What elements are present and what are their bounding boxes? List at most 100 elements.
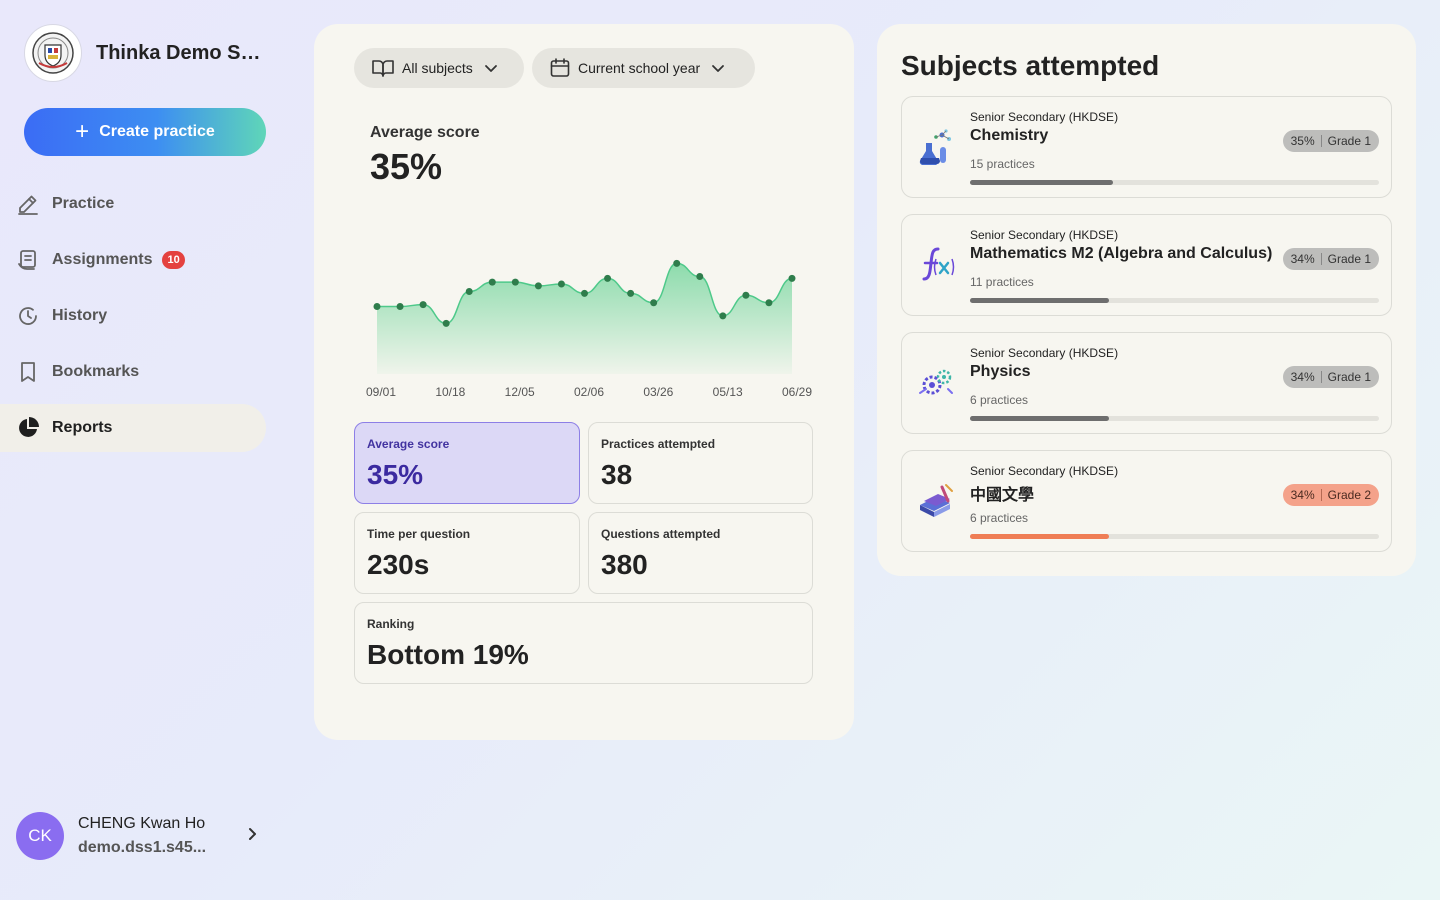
x-tick-label: 12/05 — [505, 385, 535, 399]
subject-name: Mathematics M2 (Algebra and Calculus) — [970, 245, 1273, 262]
physics-gears-icon — [916, 363, 956, 403]
pencil-icon — [16, 192, 40, 216]
subject-filter-value: All subjects — [402, 60, 473, 76]
x-tick-label: 10/18 — [435, 385, 465, 399]
sidebar-item-history[interactable]: History — [0, 292, 266, 340]
bookmark-icon — [16, 360, 40, 384]
subject-card-physics[interactable]: Senior Secondary (HKDSE) Physics 6 pract… — [901, 332, 1392, 434]
user-email: demo.dss1.s45... — [78, 839, 207, 856]
sidebar-item-bookmarks[interactable]: Bookmarks — [0, 348, 266, 396]
chart-point[interactable] — [488, 278, 496, 286]
user-name: CHENG Kwan Ho — [78, 815, 206, 832]
sidebar-item-practice[interactable]: Practice — [0, 180, 266, 228]
books-icon — [916, 481, 956, 521]
x-tick-label: 09/01 — [366, 385, 396, 399]
chart-point[interactable] — [650, 299, 658, 307]
subject-progress-fill — [970, 534, 1110, 539]
chart-point[interactable] — [673, 259, 681, 267]
subject-practice-count: 11 practices — [970, 275, 1034, 289]
subject-grade: Grade 1 — [1327, 252, 1371, 266]
subject-score-badge: 35% Grade 1 — [1282, 130, 1379, 152]
plus-icon: + — [75, 118, 90, 145]
subject-score: 34% — [1290, 488, 1315, 502]
subject-grade: Grade 2 — [1327, 488, 1371, 502]
subject-practice-count: 6 practices — [970, 511, 1029, 525]
chart-point[interactable] — [788, 274, 796, 282]
sidebar-item-label: Bookmarks — [52, 363, 140, 380]
subject-score-badge: 34% Grade 1 — [1282, 248, 1379, 270]
chart-point[interactable] — [581, 289, 588, 297]
assignments-count-badge: 10 — [162, 251, 185, 269]
stat-label: Questions attempted — [601, 527, 721, 541]
stat-label: Average score — [367, 437, 450, 451]
sidebar-item-label: Assignments — [52, 251, 153, 268]
sidebar-item-label: History — [52, 307, 108, 324]
chart-point[interactable] — [627, 289, 635, 297]
book-open-icon — [372, 58, 394, 78]
sidebar-item-assignments[interactable]: Assignments 10 — [0, 236, 266, 284]
user-profile[interactable]: CK CHENG Kwan Ho demo.dss1.s45... — [16, 812, 266, 860]
chart-point[interactable] — [742, 291, 750, 299]
subject-grade: Grade 1 — [1327, 134, 1371, 148]
subject-score-badge: 34% Grade 2 — [1282, 484, 1379, 506]
chart-point[interactable] — [557, 280, 565, 288]
subject-progress-bar — [970, 416, 1379, 421]
school-brand[interactable]: Thinka Demo Secondary School — [24, 24, 266, 82]
subject-level: Senior Secondary (HKDSE) — [970, 346, 1119, 360]
chemistry-flask-icon — [916, 127, 956, 167]
avatar: CK — [16, 812, 64, 860]
subject-level: Senior Secondary (HKDSE) — [970, 110, 1119, 124]
chart-point[interactable] — [719, 312, 727, 320]
x-tick-label: 02/06 — [574, 385, 604, 399]
subject-progress-bar — [970, 298, 1379, 303]
subject-progress-fill — [970, 416, 1110, 421]
chart-point[interactable] — [696, 273, 704, 280]
report-summary-panel: All subjects Current school year Average… — [314, 24, 854, 740]
sidebar-item-label: Reports — [52, 419, 113, 436]
calendar-icon — [550, 58, 570, 78]
chart-point[interactable] — [373, 303, 381, 310]
chart-point[interactable] — [534, 282, 542, 290]
pie-chart-icon — [16, 416, 40, 440]
period-filter-dropdown[interactable]: Current school year — [532, 48, 755, 88]
subject-card-chinese-literature[interactable]: Senior Secondary (HKDSE) 中國文學 6 practice… — [901, 450, 1392, 552]
stat-value: 35% — [367, 459, 424, 490]
stat-card-practices-attempted: Practices attempted 38 — [588, 422, 813, 504]
stat-label: Time per question — [367, 527, 471, 541]
stat-card-questions-attempted: Questions attempted 380 — [588, 512, 813, 594]
assignment-icon — [16, 248, 40, 272]
chart-point[interactable] — [442, 319, 450, 327]
subject-progress-fill — [970, 298, 1110, 303]
chart-point[interactable] — [765, 299, 773, 307]
sidebar-item-reports[interactable]: Reports — [0, 404, 266, 452]
chart-point[interactable] — [465, 288, 473, 295]
subject-filter-dropdown[interactable]: All subjects — [354, 48, 524, 88]
score-area — [377, 263, 792, 374]
stat-value: 380 — [601, 549, 648, 580]
stat-label: Practices attempted — [601, 437, 716, 451]
subject-progress-bar — [970, 534, 1379, 539]
subject-progress-fill — [970, 180, 1114, 185]
subject-card-chemistry[interactable]: Senior Secondary (HKDSE) Chemistry 15 pr… — [901, 96, 1392, 198]
chevron-down-icon — [483, 60, 499, 76]
create-practice-button[interactable]: + Create practice — [24, 108, 266, 156]
chart-point[interactable] — [419, 301, 427, 309]
subject-card-mathematics-m2[interactable]: Senior Secondary (HKDSE) Mathematics M2 … — [901, 214, 1392, 316]
stat-card-ranking: Ranking Bottom 19% — [354, 602, 813, 684]
create-practice-label: Create practice — [99, 123, 215, 140]
subjects-attempted-panel: Subjects attempted Senior Secondary (HKD… — [877, 24, 1416, 576]
subject-practice-count: 15 practices — [970, 157, 1035, 171]
stat-value: 38 — [601, 459, 633, 490]
chart-point[interactable] — [604, 274, 612, 282]
subject-practice-count: 6 practices — [970, 393, 1029, 407]
chart-point[interactable] — [511, 278, 519, 286]
chart-point[interactable] — [396, 303, 404, 310]
math-function-icon — [916, 245, 956, 285]
subject-name: Physics — [970, 363, 1031, 380]
subject-score: 35% — [1290, 134, 1315, 148]
panel-title: Subjects attempted — [901, 50, 1160, 81]
stat-card-time-per-question: Time per question 230s — [354, 512, 580, 594]
sidebar-nav: Practice Assignments 10 History — [0, 180, 266, 460]
average-score-label: Average score — [370, 124, 480, 141]
sidebar: Thinka Demo Secondary School + Create pr… — [0, 0, 290, 900]
